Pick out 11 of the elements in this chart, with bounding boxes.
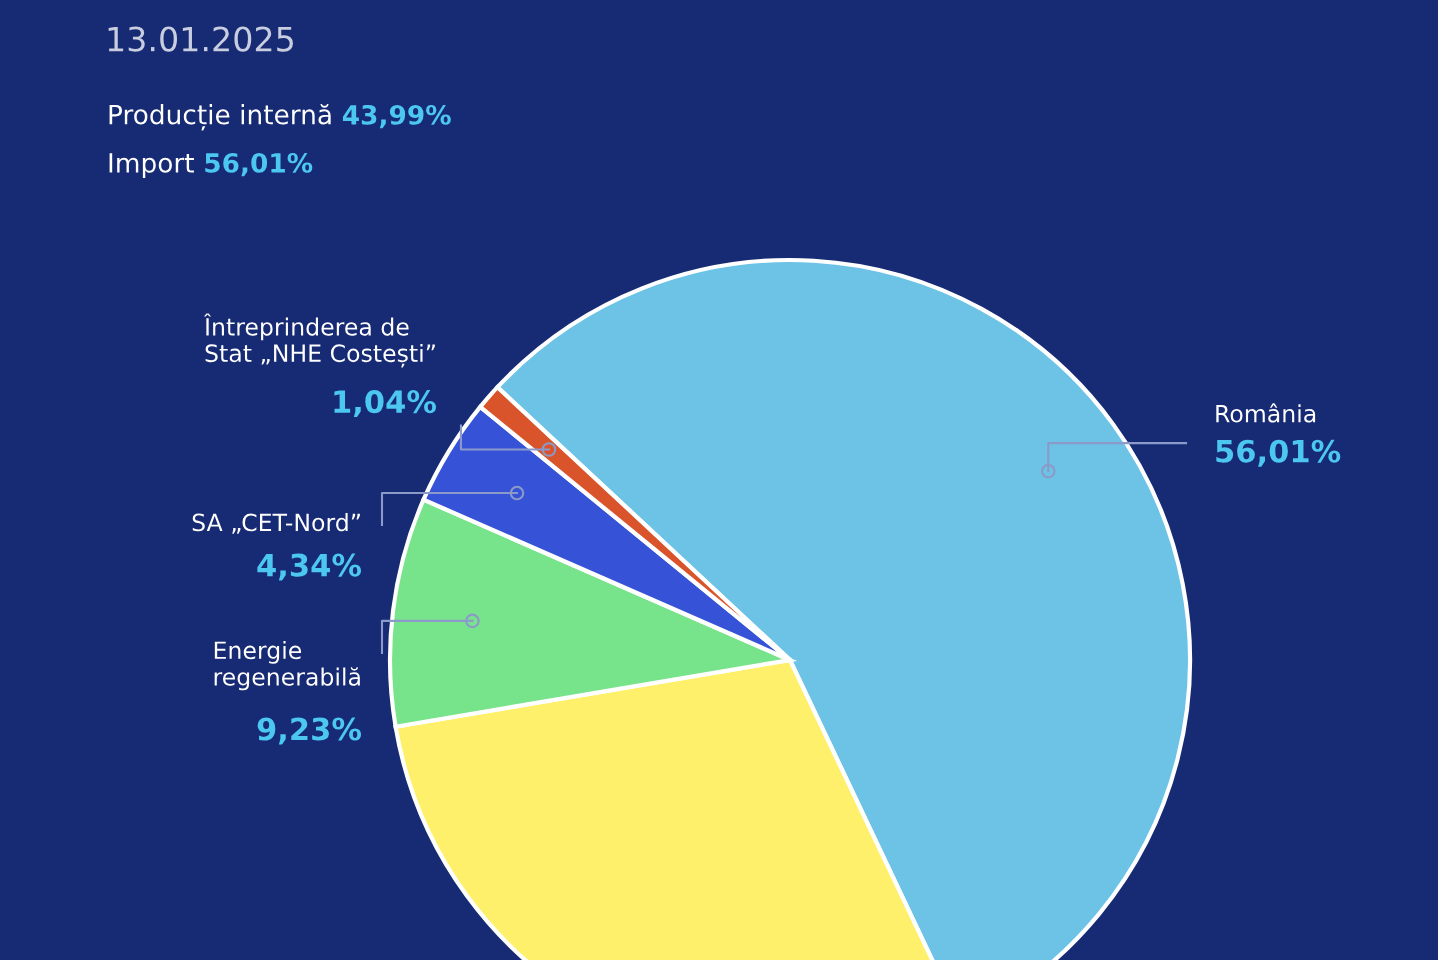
- data-label: 9,23%: [257, 717, 362, 745]
- data-label: 1,04%: [334, 390, 436, 418]
- text: Producție internă 43,99%: [109, 103, 451, 131]
- slice-label: România: [1216, 403, 1316, 423]
- slice-label: Întreprinderea de Stat „NHE Costești”: [204, 313, 435, 368]
- data-label: 56,01%: [1216, 439, 1341, 467]
- text: Import 56,01%: [109, 152, 313, 178]
- slice-label: Energie regenerabilă: [214, 640, 360, 691]
- slice-label: SA „CET-Nord”: [192, 513, 360, 534]
- chart-title: 13.01.2025: [108, 26, 293, 52]
- data-label: 4,34%: [257, 553, 362, 581]
